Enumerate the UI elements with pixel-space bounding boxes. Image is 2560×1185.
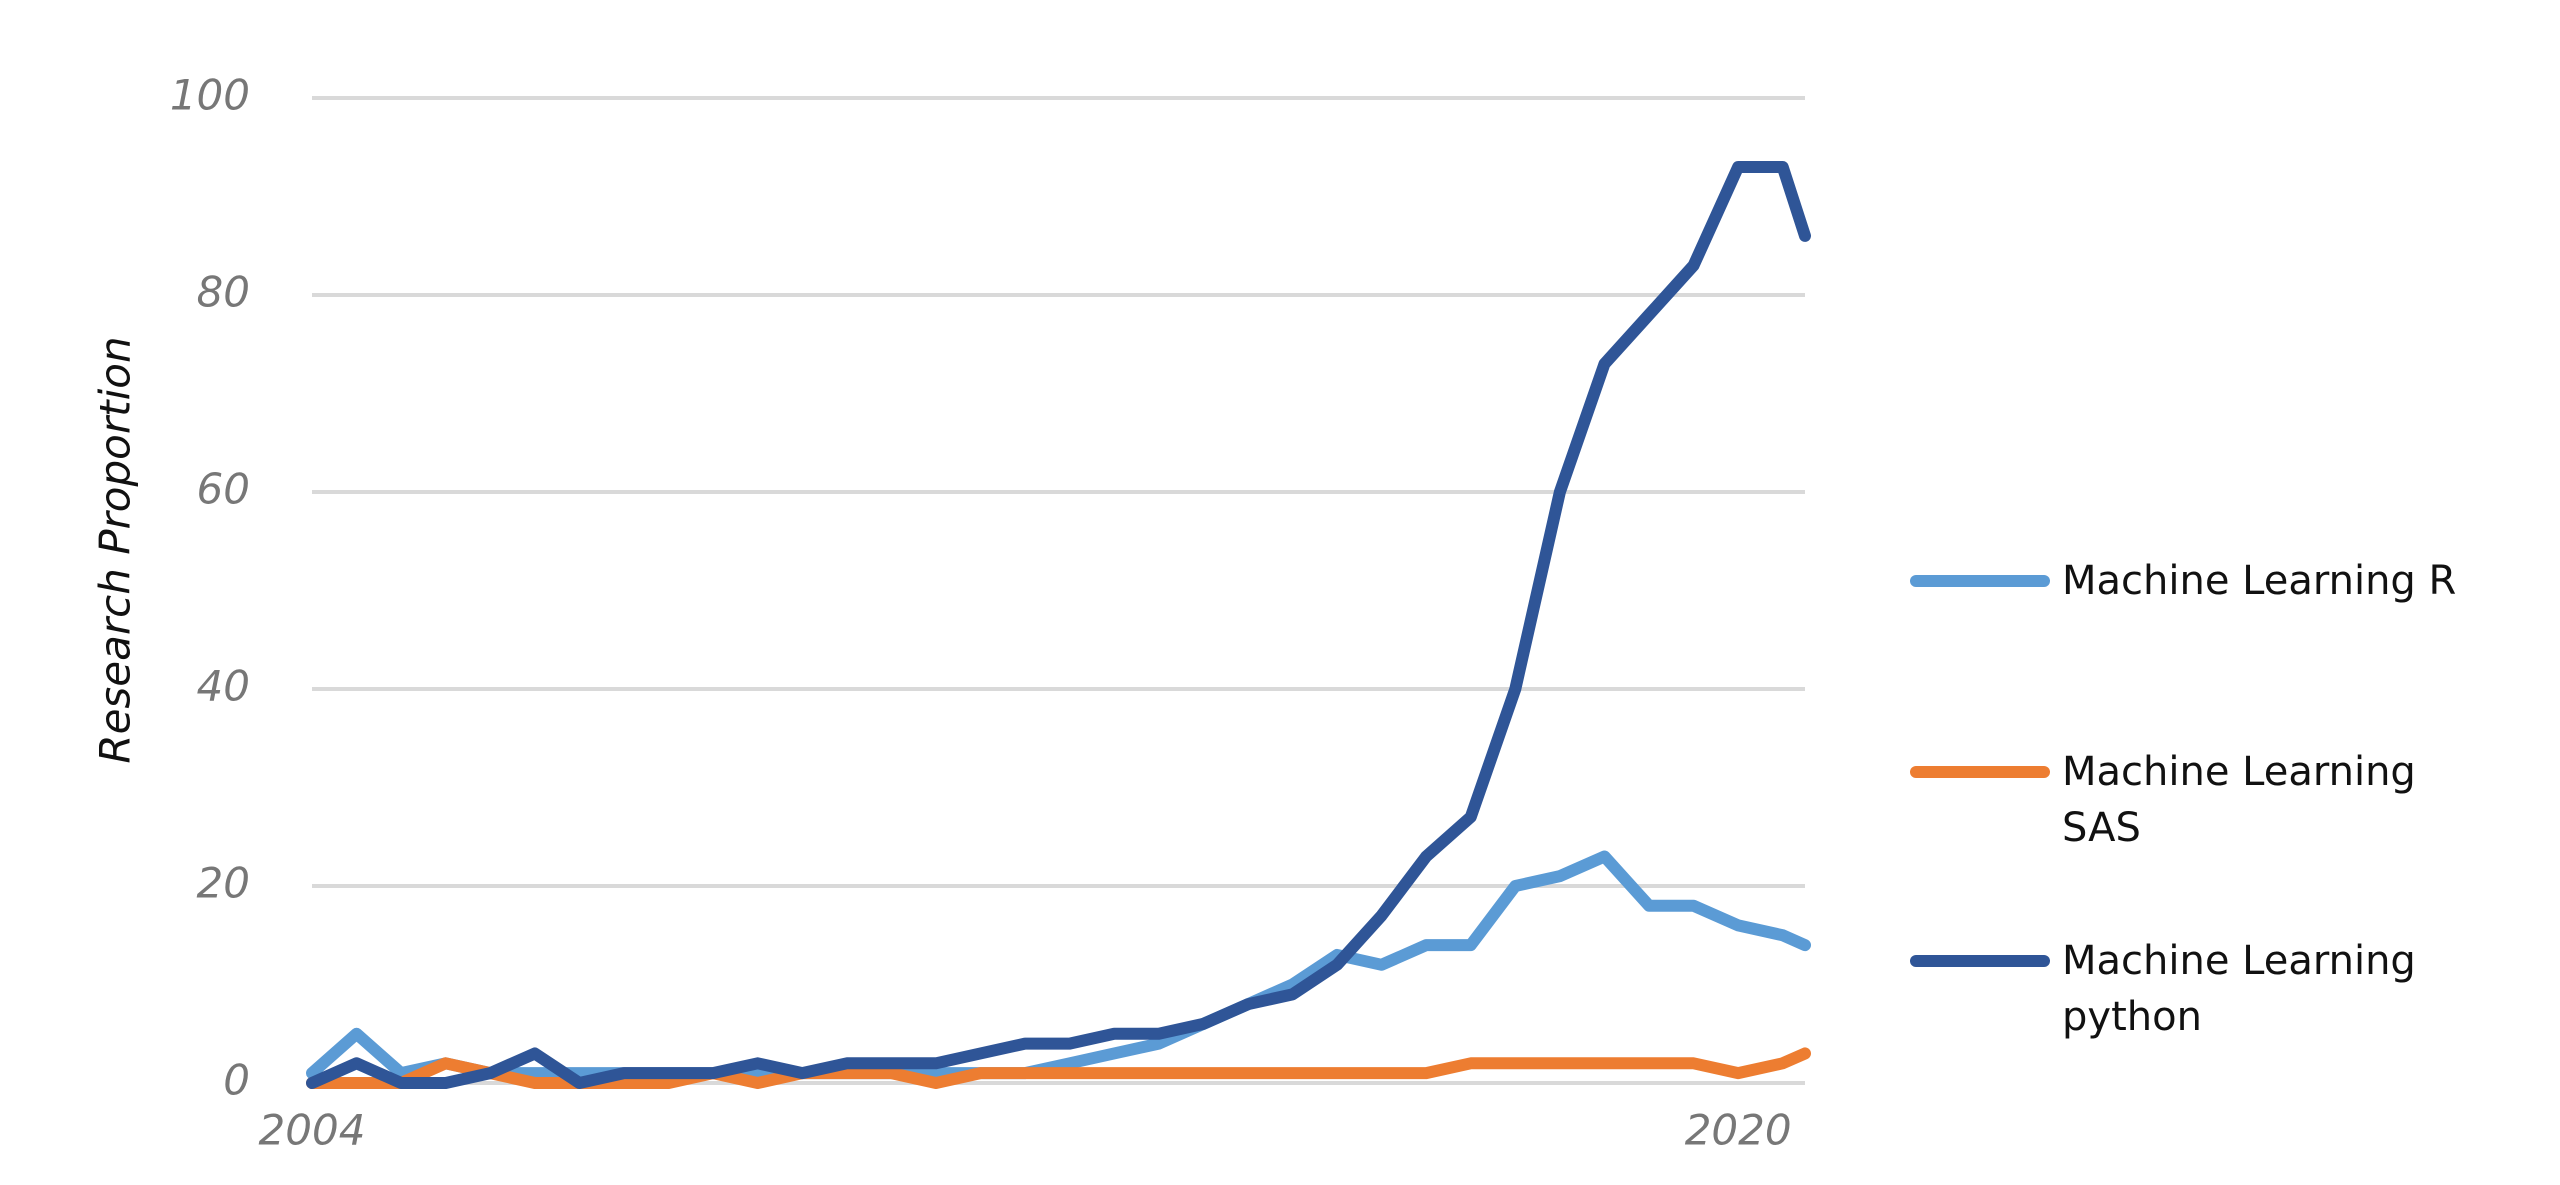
x-tick-label: 2020: [1685, 1106, 1792, 1155]
legend-item: Machine Learning R: [1910, 553, 2550, 609]
legend-swatch: [1910, 575, 2050, 587]
legend-label: Machine Learning SAS: [2062, 749, 2416, 851]
y-tick-label: 100: [170, 71, 250, 120]
x-tick-label: 2004: [259, 1106, 366, 1155]
y-tick-label: 60: [197, 465, 250, 514]
legend-item: Machine Learning SAS: [1910, 744, 2550, 856]
y-tick-label: 20: [197, 859, 250, 908]
y-tick-label: 40: [197, 662, 250, 711]
y-tick-label: 0: [223, 1056, 250, 1105]
legend-swatch: [1910, 955, 2050, 967]
legend-label: Machine Learning R: [2062, 558, 2457, 604]
y-tick-label: 80: [197, 268, 250, 317]
line: [306, 160, 1811, 1089]
line: [306, 1047, 1811, 1089]
y-axis-label: Research Proportion: [91, 336, 140, 763]
legend-item: Machine Learning python: [1910, 933, 2550, 1045]
legend-swatch: [1910, 766, 2050, 778]
legend-label: Machine Learning python: [2062, 938, 2416, 1040]
